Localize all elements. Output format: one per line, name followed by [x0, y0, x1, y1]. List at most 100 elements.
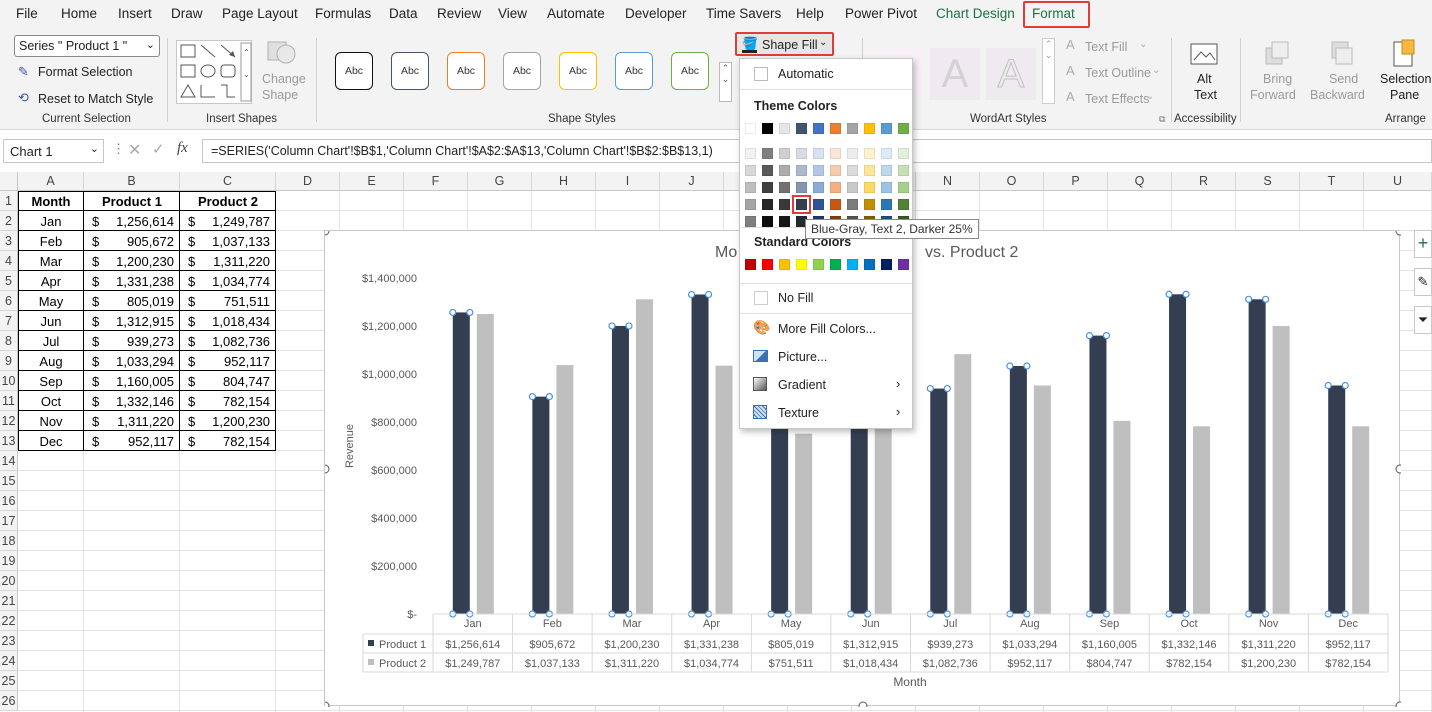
shape-style-6[interactable]: Abc [615, 52, 653, 90]
bar-product-1[interactable] [1248, 299, 1266, 614]
bar-product-2[interactable] [1113, 420, 1131, 614]
bar-product-2[interactable] [1352, 426, 1370, 614]
table-cell-month[interactable]: Oct [40, 393, 62, 409]
theme-color-swatch[interactable] [881, 123, 892, 134]
theme-shade-swatch[interactable] [898, 199, 909, 210]
bar-product-2[interactable] [715, 365, 733, 614]
chart-resize-handle[interactable] [1395, 226, 1405, 236]
bar-product-2[interactable] [795, 433, 813, 614]
row-header[interactable]: 5 [0, 271, 18, 291]
theme-shade-swatch[interactable] [864, 148, 875, 159]
table-cell-value[interactable]: 1,200,230 [212, 413, 270, 429]
standard-color-swatch[interactable] [898, 259, 909, 270]
column-header[interactable]: G [468, 172, 532, 191]
no-fill-option[interactable]: No Fill [740, 287, 912, 309]
table-cell-value[interactable]: 1,018,434 [212, 313, 270, 329]
wordart-gallery-scroll[interactable]: ⌃ ⌄ [1042, 38, 1055, 104]
tab-time-savers[interactable]: Time Savers [706, 6, 782, 21]
theme-shade-swatch[interactable] [745, 199, 756, 210]
row-header[interactable]: 1 [0, 191, 18, 211]
bar-product-2[interactable] [954, 354, 972, 614]
row-header[interactable]: 3 [0, 231, 18, 251]
text-effects-button[interactable]: A Text Effects ⌄ [1066, 89, 1161, 108]
theme-shade-swatch[interactable] [898, 148, 909, 159]
automatic-option[interactable]: Automatic [740, 63, 912, 85]
shape-style-4[interactable]: Abc [503, 52, 541, 90]
theme-shade-swatch[interactable] [864, 182, 875, 193]
column-header[interactable]: D [276, 172, 340, 191]
standard-color-swatch[interactable] [847, 259, 858, 270]
theme-shade-swatch[interactable] [813, 165, 824, 176]
tab-power-pivot[interactable]: Power Pivot [845, 6, 918, 21]
theme-shade-swatch[interactable] [830, 199, 841, 210]
row-header[interactable]: 19 [0, 551, 18, 571]
enter-icon[interactable]: ✓ [152, 141, 165, 158]
table-cell-month[interactable]: Nov [39, 413, 63, 429]
table-cell-value[interactable]: 1,332,146 [116, 393, 174, 409]
theme-shade-swatch[interactable] [762, 182, 773, 193]
row-header[interactable]: 14 [0, 451, 18, 471]
selection-handle[interactable] [704, 290, 713, 299]
bar-product-2[interactable] [1272, 325, 1290, 614]
theme-color-swatch[interactable] [864, 123, 875, 134]
selection-handle[interactable] [466, 308, 474, 317]
theme-shade-swatch[interactable] [796, 148, 807, 159]
reset-match-button[interactable]: ⟲ Reset to Match Style [18, 90, 153, 108]
theme-color-swatch[interactable] [779, 123, 790, 134]
tab-chart-design[interactable]: Chart Design [936, 6, 1015, 21]
table-cell-value[interactable]: 1,312,915 [116, 313, 174, 329]
selection-handle[interactable] [1341, 381, 1349, 390]
column-header[interactable]: Q [1108, 172, 1172, 191]
table-cell-month[interactable]: Apr [40, 273, 62, 289]
column-header[interactable]: B [84, 172, 180, 191]
theme-color-swatch[interactable] [745, 123, 756, 134]
column-header[interactable]: E [340, 172, 404, 191]
picture-option[interactable]: Picture... [740, 346, 912, 368]
selection-handle[interactable] [608, 322, 616, 330]
chart-resize-handle[interactable] [858, 701, 868, 711]
alt-text-button[interactable]: Alt Text [1185, 38, 1225, 108]
tab-developer[interactable]: Developer [625, 6, 687, 21]
selection-handle[interactable] [528, 393, 536, 401]
column-header[interactable]: R [1172, 172, 1236, 191]
selection-handle[interactable] [926, 384, 934, 393]
row-header[interactable]: 22 [0, 611, 18, 631]
table-cell-month[interactable]: May [38, 293, 64, 309]
row-header[interactable]: 18 [0, 531, 18, 551]
row-header[interactable]: 24 [0, 651, 18, 671]
tab-file[interactable]: File [16, 6, 38, 21]
chart-filters-button[interactable]: ⏷ [1414, 306, 1432, 334]
table-cell-month[interactable]: Jul [42, 333, 60, 349]
selection-handle[interactable] [449, 308, 457, 317]
table-cell-value[interactable]: 1,311,220 [117, 413, 174, 429]
shape-style-gallery-scroll[interactable]: ⌃ ⌄ [719, 62, 732, 102]
theme-shade-swatch[interactable] [898, 165, 909, 176]
row-header[interactable]: 21 [0, 591, 18, 611]
theme-shade-swatch[interactable] [796, 165, 807, 176]
row-header[interactable]: 6 [0, 291, 18, 311]
bar-product-2[interactable] [1033, 385, 1051, 614]
table-cell-value[interactable]: 905,672 [127, 233, 174, 249]
selection-handle[interactable] [1006, 362, 1014, 370]
theme-shade-swatch[interactable] [762, 199, 773, 210]
insert-function-icon[interactable]: fx [177, 140, 188, 156]
table-cell-value[interactable]: 1,331,238 [116, 273, 174, 289]
tab-format[interactable]: Format [1032, 6, 1075, 21]
theme-shade-swatch[interactable] [779, 148, 790, 159]
table-cell-value[interactable]: 1,034,774 [212, 273, 270, 289]
selection-handle[interactable] [943, 384, 951, 393]
table-cell-month[interactable]: Jun [40, 313, 62, 329]
dialog-launcher-icon[interactable]: ⧉ [1159, 114, 1166, 124]
theme-shade-swatch[interactable] [762, 165, 773, 176]
table-cell-value[interactable]: 782,154 [223, 393, 270, 409]
format-selection-button[interactable]: ✎ Format Selection [18, 64, 148, 82]
theme-shade-swatch[interactable] [864, 199, 875, 210]
shape-style-1[interactable]: Abc [335, 52, 373, 90]
column-header[interactable]: I [596, 172, 660, 191]
table-cell-value[interactable]: 952,117 [223, 353, 270, 369]
theme-shade-swatch[interactable] [796, 199, 807, 210]
table-cell-month[interactable]: Aug [39, 353, 63, 369]
standard-color-swatch[interactable] [864, 259, 875, 270]
row-header[interactable]: 15 [0, 471, 18, 491]
theme-shade-swatch[interactable] [847, 199, 858, 210]
